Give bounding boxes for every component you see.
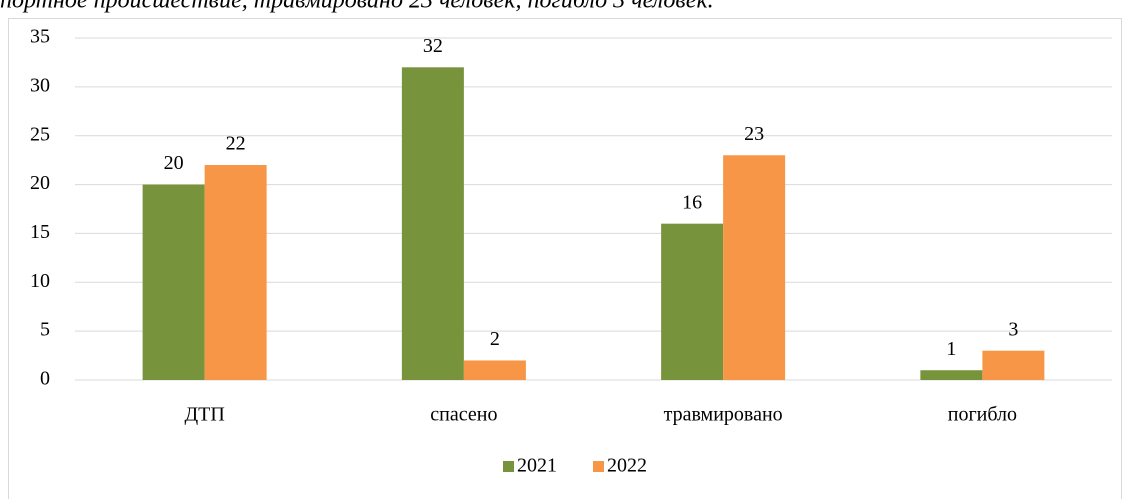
y-tick-label: 35	[30, 26, 50, 48]
data-label: 1	[946, 338, 956, 360]
caption: портное происшествие, травмировано 23 че…	[0, 0, 714, 14]
x-tick-label: погибло	[948, 404, 1017, 426]
data-label: 20	[164, 152, 184, 174]
data-label: 3	[1008, 318, 1018, 340]
y-tick-label: 5	[40, 319, 50, 341]
bar	[982, 350, 1045, 380]
bar	[204, 165, 267, 380]
legend-label: 2021	[517, 455, 557, 477]
y-tick-label: 15	[30, 221, 50, 243]
legend-label: 2022	[607, 455, 647, 477]
y-tick-label: 0	[40, 368, 50, 390]
chart-frame	[8, 18, 1122, 499]
legend-swatch	[593, 461, 604, 472]
data-label: 22	[226, 133, 246, 155]
y-tick-label: 10	[30, 270, 50, 292]
y-tick-label: 20	[30, 172, 50, 194]
bar	[463, 360, 526, 380]
data-label: 16	[682, 191, 702, 213]
data-label: 23	[744, 123, 764, 145]
bar	[142, 184, 205, 380]
y-tick-label: 30	[30, 74, 50, 96]
bar	[723, 155, 786, 380]
y-tick-label: 25	[30, 123, 50, 145]
bar	[401, 67, 464, 381]
x-tick-label: ДТП	[184, 404, 224, 426]
x-tick-label: спасено	[430, 404, 497, 426]
bar	[920, 370, 983, 380]
data-label: 2	[490, 328, 500, 350]
bar	[661, 223, 724, 380]
x-tick-label: травмировано	[664, 404, 783, 426]
legend-swatch	[503, 461, 514, 472]
data-label: 32	[423, 35, 443, 57]
